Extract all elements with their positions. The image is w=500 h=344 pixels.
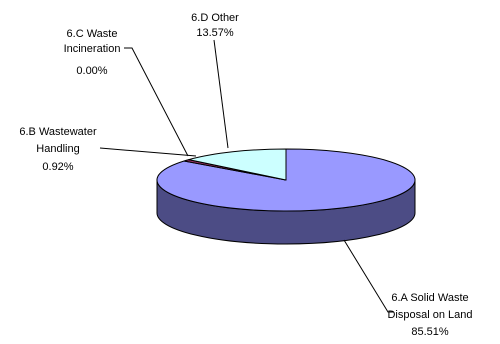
slice-label-d-value: 13.57% [196, 27, 234, 39]
slice-label-a-name1: 6.A Solid Waste [391, 292, 468, 304]
slice-label-c-name2: Incineration [64, 43, 121, 55]
slice-label-a-name2: Disposal on Land [387, 309, 472, 321]
leader-line-b [99, 147, 197, 157]
pie-slice-d [188, 148, 287, 181]
slice-label-c-value: 0.00% [76, 65, 107, 77]
pie-slices [156, 148, 416, 212]
leader-line-c [124, 47, 189, 157]
slice-label-d-name: 6.D Other [191, 12, 239, 24]
leader-line-a [343, 239, 394, 313]
slice-label-b-name2: Handling [36, 143, 79, 155]
slice-label-c-name1: 6.C Waste [67, 28, 118, 40]
slice-label-b-name1: 6.B Wastewater [19, 126, 97, 138]
leader-lines [99, 39, 394, 313]
slice-label-a-value: 85.51% [411, 326, 449, 338]
leader-line-d [213, 39, 229, 149]
slice-label-b-value: 0.92% [42, 161, 73, 173]
